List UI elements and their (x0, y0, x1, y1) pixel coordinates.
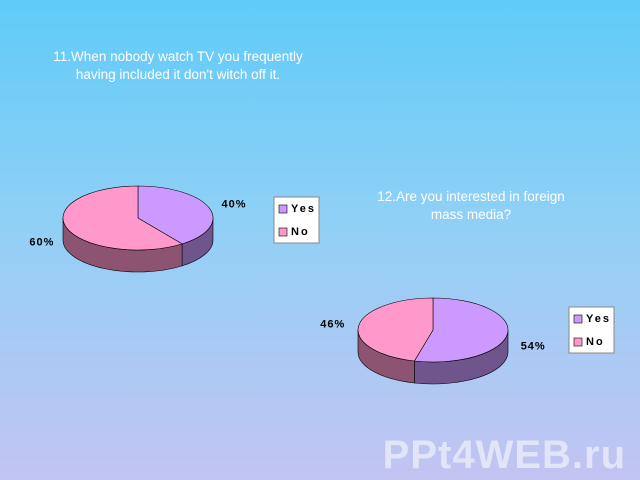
legend-swatch (573, 314, 583, 324)
data-label: 60% (29, 237, 54, 249)
pie: 40% 60% Yes No (29, 185, 320, 273)
legend-swatch (278, 204, 288, 214)
pie-slice (357, 297, 434, 362)
legend-swatch (573, 337, 583, 347)
data-label: 54% (521, 340, 546, 352)
chart-title: 11.When nobody watch TV you frequently h… (53, 49, 303, 82)
legend-label: No (586, 336, 605, 348)
legend-label: Yes (586, 313, 611, 325)
data-label: 40% (222, 198, 247, 210)
pie: 54% 46% Yes No (320, 297, 615, 385)
pie-slice (62, 185, 183, 251)
pie-slice (413, 297, 509, 363)
legend-label: No (291, 226, 310, 238)
legend-label: Yes (291, 203, 316, 215)
pie-slice (137, 185, 214, 245)
watermark: PPt4WEB.ru (382, 433, 626, 477)
chart-title: 12.Are you interested in foreign mass me… (377, 189, 565, 222)
data-label: 46% (320, 318, 345, 330)
legend-swatch (278, 227, 288, 237)
